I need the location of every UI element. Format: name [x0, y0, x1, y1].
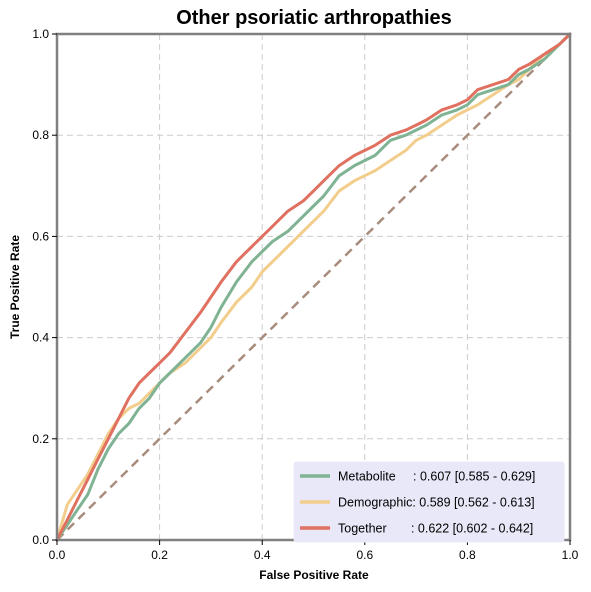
reference-diagonal	[56, 33, 571, 541]
series-line-demographic	[55, 32, 572, 542]
y-tick-label: 1.0	[32, 27, 49, 41]
chart-title: Other psoriatic arthropathies	[176, 7, 452, 29]
y-tick-label: 0.8	[32, 128, 49, 142]
legend-box	[293, 461, 565, 543]
legend-label-together: Together : 0.622 [0.602 - 0.642]	[338, 522, 533, 536]
y-tick-label: 0.2	[32, 432, 49, 446]
series-line-together	[55, 32, 572, 542]
y-tick-label: 0.4	[32, 331, 49, 345]
y-tick-label: 0.6	[32, 229, 49, 243]
y-tick-label: 0.0	[32, 533, 49, 547]
legend-label-metabolite: Metabolite : 0.607 [0.585 - 0.629]	[338, 470, 535, 484]
x-tick-label: 0.4	[254, 548, 271, 562]
x-tick-label: 1.0	[562, 548, 579, 562]
x-tick-label: 0.6	[356, 548, 373, 562]
grid	[57, 34, 570, 540]
legend-label-demographic: Demographic: 0.589 [0.562 - 0.613]	[338, 496, 535, 510]
x-tick-label: 0.0	[49, 548, 66, 562]
x-tick-label: 0.8	[459, 548, 476, 562]
series-layer	[55, 32, 572, 542]
series-line-metabolite	[55, 32, 572, 542]
x-tick-label: 0.2	[151, 548, 168, 562]
x-axis-label: False Positive Rate	[259, 568, 369, 582]
ticks: 0.0 0.2 0.4 0.6 0.8 1.0 0.0 0.2 0.4 0.6 0.8 1.0	[32, 27, 578, 562]
reference-line	[56, 33, 571, 541]
legend: Metabolite : 0.607 [0.585 - 0.629] Demogr…	[293, 461, 565, 543]
y-axis-label: True Positive Rate	[8, 235, 22, 339]
